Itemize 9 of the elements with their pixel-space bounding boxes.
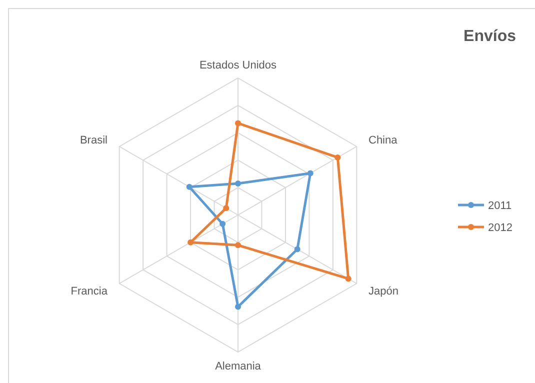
spoke-label: Francia	[70, 285, 108, 298]
spoke-label: Brasil	[80, 134, 108, 147]
chart-title: Envíos	[464, 28, 516, 45]
spoke-label: China	[368, 134, 398, 147]
spoke-label: Alemania	[215, 360, 262, 373]
legend-label: 2011	[488, 200, 512, 212]
spoke-label: Japón	[368, 285, 398, 298]
spoke-label: Estados Unidos	[199, 59, 278, 72]
legend-label: 2012	[488, 222, 512, 234]
